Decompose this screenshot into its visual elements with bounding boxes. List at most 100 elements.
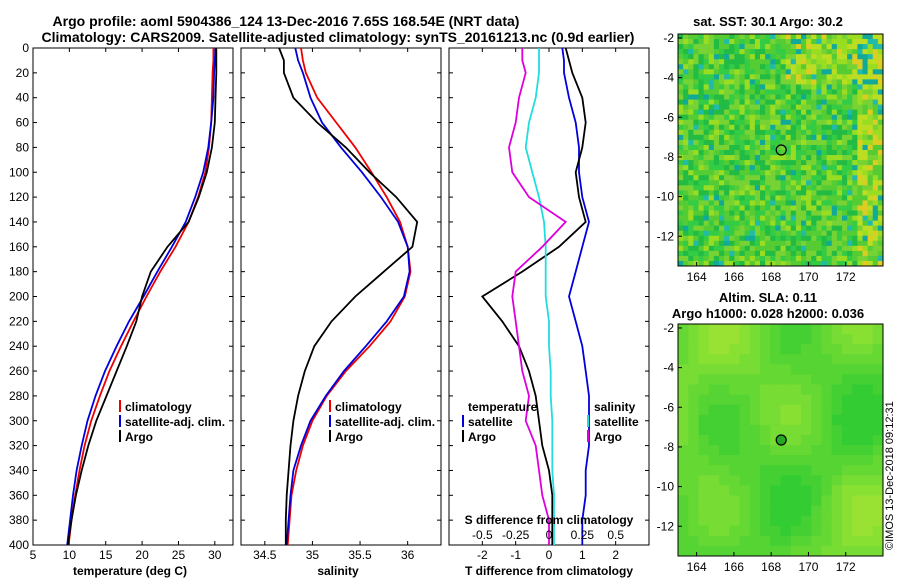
map-cell [678, 230, 684, 237]
map-cell [724, 180, 730, 186]
map-cell [806, 49, 812, 55]
map-cell [872, 235, 879, 242]
map-cell [780, 394, 792, 406]
map-cell [724, 175, 730, 181]
map-cell [713, 64, 720, 70]
map-cell [760, 89, 766, 95]
map-cell [734, 59, 740, 65]
map-cell [821, 79, 828, 85]
map-cell [770, 240, 776, 247]
map-cell [790, 445, 802, 456]
map-y-tick-label: -10 [657, 190, 675, 204]
map-cell [688, 334, 699, 345]
map-cell [806, 129, 812, 136]
map-cell [780, 255, 787, 262]
map-cell [801, 414, 812, 426]
map-cell [760, 39, 766, 45]
map-cell [806, 109, 812, 116]
map-cell [780, 170, 787, 176]
map-cell [780, 39, 787, 45]
map-cell [780, 445, 792, 456]
sla-map-title: Altim. SLA: 0.11 [719, 290, 817, 305]
map-cell [775, 114, 781, 121]
map-cell [708, 79, 715, 85]
map-cell [678, 190, 684, 196]
map-cell [826, 205, 833, 211]
map-y-tick-label: -6 [663, 110, 674, 124]
map-cell [785, 64, 792, 70]
map-cell [847, 230, 853, 237]
map-cell [780, 230, 787, 237]
x-tick-label: 35 [306, 548, 320, 562]
sla-map-panel: Altim. SLA: 0.11 Argo h1000: 0.028 h2000… [657, 290, 884, 574]
map-cell [729, 334, 740, 345]
map-cell [765, 44, 771, 50]
map-cell [765, 39, 771, 45]
map-cell [729, 384, 740, 396]
map-cell [729, 129, 735, 136]
map-cell [872, 245, 879, 252]
map-cell [831, 54, 838, 60]
map-cell [703, 124, 710, 131]
map-cell [678, 74, 684, 80]
map-cell [811, 215, 817, 222]
map-cell [770, 195, 776, 201]
map-cell [806, 200, 812, 206]
map-cell [811, 245, 817, 252]
map-cell [734, 155, 740, 161]
map-cell [795, 119, 802, 126]
map-cell [744, 109, 751, 116]
map-cell [801, 79, 807, 85]
map-cell [872, 129, 879, 136]
map-cell [842, 160, 848, 166]
map-cell [836, 220, 843, 227]
map-cell [816, 245, 822, 252]
map-cell [831, 384, 843, 396]
map-cell [749, 205, 756, 211]
map-cell [806, 74, 812, 80]
map-cell [836, 104, 843, 111]
map-cell [801, 235, 807, 242]
map-cell [836, 160, 843, 166]
map-cell [719, 64, 725, 70]
map-cell [857, 235, 863, 242]
map-cell [739, 195, 746, 201]
map-cell [842, 74, 848, 80]
map-cell [698, 495, 710, 506]
map-cell [852, 424, 863, 436]
map-cell [816, 175, 822, 181]
map-cell [785, 210, 792, 216]
map-cell [729, 505, 740, 517]
map-cell [775, 235, 781, 242]
map-cell [831, 170, 838, 176]
map-cell [713, 180, 720, 186]
map-cell [703, 104, 710, 111]
map-cell [719, 445, 730, 456]
map-cell [739, 84, 746, 90]
map-cell [729, 424, 740, 436]
map-cell [877, 139, 884, 146]
map-cell [688, 260, 694, 267]
map-cell [816, 215, 822, 222]
map-cell [862, 109, 869, 116]
map-cell [831, 505, 843, 517]
map-cell [708, 59, 715, 65]
map-cell [857, 39, 863, 45]
map-cell [729, 374, 740, 385]
map-cell [703, 34, 710, 40]
series-line-argo [278, 48, 419, 545]
map-cell [754, 165, 761, 171]
map-cell [780, 495, 792, 506]
map-cell [785, 44, 792, 50]
map-cell [770, 545, 781, 557]
map-cell [754, 144, 761, 151]
map-cell [862, 384, 874, 396]
map-cell [842, 180, 848, 186]
map-cell [862, 89, 869, 95]
map-cell [847, 114, 853, 121]
map-cell [836, 170, 843, 176]
map-cell [806, 64, 812, 70]
map-cell [780, 240, 787, 247]
map-cell [693, 79, 699, 85]
map-cell [760, 119, 766, 126]
